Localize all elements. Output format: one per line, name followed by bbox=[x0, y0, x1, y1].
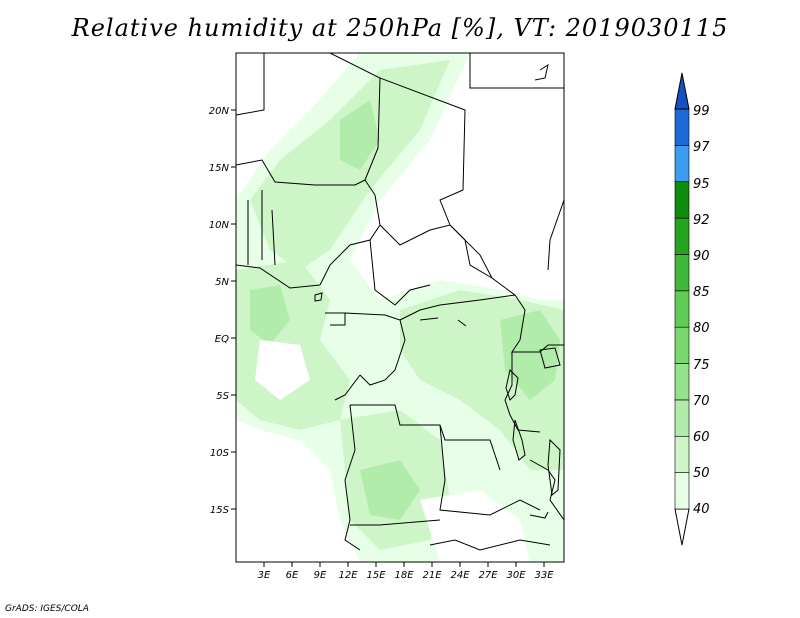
colorbar-boxes bbox=[674, 72, 690, 546]
border-line bbox=[236, 159, 366, 186]
credit-text: GrADS: IGES/COLA bbox=[5, 604, 89, 614]
lat-tick-label: 5N bbox=[215, 277, 229, 288]
lake-outline bbox=[539, 347, 561, 369]
lat-ticks bbox=[231, 109, 236, 510]
lon-tick-label: 9E bbox=[314, 570, 327, 581]
country-borders bbox=[236, 53, 564, 551]
border-line bbox=[344, 312, 406, 386]
lon-tick-label: 21E bbox=[422, 570, 442, 581]
colorbar-box bbox=[674, 145, 690, 183]
border-line bbox=[271, 209, 276, 266]
colorbar-label: 40 bbox=[693, 502, 710, 517]
lat-tick-label: 10N bbox=[209, 220, 230, 231]
border-line bbox=[350, 519, 441, 526]
border-line bbox=[334, 374, 361, 401]
lat-tick-label: 15S bbox=[210, 505, 230, 516]
lake-outline bbox=[512, 419, 526, 461]
lon-tick-label: 24E bbox=[450, 570, 470, 581]
lon-tick-label: 6E bbox=[286, 570, 299, 581]
border-line bbox=[369, 239, 431, 306]
colorbar-box bbox=[674, 181, 690, 219]
map-frame bbox=[235, 52, 565, 563]
lon-tick-label: 15E bbox=[366, 570, 386, 581]
lon-tick-label: 18E bbox=[394, 570, 414, 581]
colorbar-box bbox=[674, 290, 690, 328]
border-line bbox=[325, 312, 346, 326]
colorbar-label: 99 bbox=[693, 104, 710, 119]
colorbar-box bbox=[674, 254, 690, 292]
lat-tick-label: 15N bbox=[209, 163, 230, 174]
border-line bbox=[429, 539, 551, 551]
border-line bbox=[439, 424, 541, 516]
lon-tick-label: 12E bbox=[338, 570, 358, 581]
lat-tick-label: 20N bbox=[209, 106, 230, 117]
map-title: Relative humidity at 250hPa [%], VT: 201… bbox=[71, 14, 729, 42]
border-line bbox=[329, 53, 381, 196]
humidity-shading bbox=[236, 53, 564, 562]
humidity-area-dark bbox=[500, 310, 560, 400]
border-line bbox=[469, 53, 564, 89]
border-line bbox=[399, 294, 526, 341]
border-line bbox=[547, 199, 564, 271]
lon-tick-labels: 3E 6E 9E 12E 15E 18E 21E 24E 27E 30E 33E bbox=[258, 570, 555, 581]
border-line bbox=[529, 459, 564, 521]
border-line bbox=[236, 53, 265, 116]
border-line bbox=[319, 194, 381, 286]
colorbar-box bbox=[674, 217, 690, 255]
colorbar-arrow-top bbox=[674, 72, 690, 110]
lon-tick-label: 3E bbox=[258, 570, 271, 581]
border-line bbox=[534, 63, 549, 81]
lon-tick-label: 33E bbox=[534, 570, 554, 581]
border-line bbox=[344, 519, 361, 551]
colorbar-labels: 40 50 60 70 75 80 85 90 92 95 97 99 bbox=[693, 104, 710, 517]
lat-tick-labels: 20N 15N 10N 5N EQ 5S 10S 15S bbox=[209, 106, 230, 516]
border-line bbox=[344, 404, 356, 521]
colorbar-label: 95 bbox=[693, 177, 710, 192]
colorbar-box bbox=[674, 399, 690, 437]
lake-outline bbox=[419, 317, 467, 327]
colorbar-box bbox=[674, 363, 690, 401]
border-line bbox=[504, 352, 541, 433]
border-line bbox=[529, 511, 549, 519]
lon-tick-label: 27E bbox=[478, 570, 498, 581]
border-line bbox=[511, 339, 564, 353]
colorbar-box bbox=[674, 108, 690, 146]
humidity-gap bbox=[255, 340, 310, 400]
lon-tick-label: 30E bbox=[506, 570, 526, 581]
lake-outline bbox=[505, 369, 519, 401]
colorbar-label: 75 bbox=[693, 358, 710, 373]
colorbar-label: 70 bbox=[693, 394, 710, 409]
colorbar-label: 92 bbox=[693, 213, 710, 228]
lon-ticks bbox=[263, 562, 545, 567]
colorbar-label: 97 bbox=[693, 140, 710, 155]
colorbar: 40 50 60 70 75 80 85 90 92 95 97 99 bbox=[674, 72, 710, 546]
lat-tick-label: 5S bbox=[216, 391, 229, 402]
humidity-gap bbox=[236, 53, 330, 170]
colorbar-arrow-bottom bbox=[674, 508, 690, 546]
colorbar-box bbox=[674, 435, 690, 473]
colorbar-label: 50 bbox=[693, 466, 710, 481]
border-line bbox=[449, 224, 493, 279]
lake-outline bbox=[314, 292, 323, 302]
colorbar-label: 85 bbox=[693, 285, 710, 300]
lake-outline bbox=[547, 438, 561, 496]
colorbar-box bbox=[674, 326, 690, 364]
humidity-area-dark bbox=[250, 285, 290, 345]
lat-tick-label: 10S bbox=[210, 448, 230, 459]
border-line bbox=[236, 264, 321, 289]
colorbar-label: 90 bbox=[693, 249, 710, 264]
humidity-area-dark bbox=[340, 100, 380, 170]
colorbar-label: 60 bbox=[693, 430, 710, 445]
humidity-area-dark bbox=[360, 460, 420, 520]
colorbar-label: 80 bbox=[693, 321, 710, 336]
border-line bbox=[379, 77, 466, 226]
lat-tick-label: EQ bbox=[215, 334, 229, 345]
colorbar-box bbox=[674, 472, 690, 510]
